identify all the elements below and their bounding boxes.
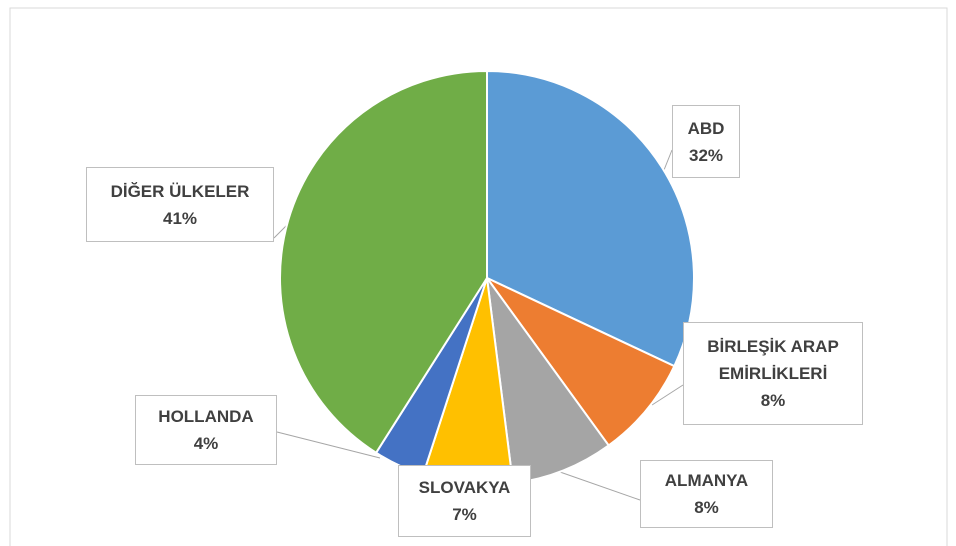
- chart-frame: [9, 7, 948, 546]
- leader-line: [663, 149, 673, 171]
- leader-line: [276, 431, 381, 459]
- label-name: ALMANYA: [664, 471, 749, 490]
- data-label: DİĞER ÜLKELER 41%: [86, 167, 274, 242]
- data-label: BİRLEŞİK ARAP EMİRLİKLERİ 8%: [683, 322, 863, 425]
- data-label: SLOVAKYA 7%: [398, 465, 531, 537]
- data-label: HOLLANDA 4%: [135, 395, 277, 465]
- pie-slice: [486, 277, 676, 447]
- label-name: HOLLANDA: [158, 407, 254, 426]
- label-value: 4%: [193, 434, 219, 453]
- label-name: SLOVAKYA: [418, 478, 511, 497]
- leader-lines: [273, 149, 684, 501]
- pie-slice: [486, 69, 695, 368]
- label-value: 32%: [688, 145, 724, 165]
- leader-line: [651, 384, 684, 406]
- label-name: ABD: [687, 118, 725, 138]
- label-value: 8%: [694, 498, 719, 517]
- pie-slice: [279, 69, 488, 455]
- data-label: ABD 32%: [672, 105, 740, 178]
- label-value: 8%: [760, 391, 786, 410]
- leader-line: [559, 471, 641, 501]
- label-name: BİRLEŞİK ARAP EMİRLİKLERİ: [707, 337, 839, 383]
- label-name: DİĞER ÜLKELER: [110, 181, 250, 201]
- label-value: 41%: [162, 208, 198, 228]
- label-value: 7%: [452, 505, 477, 524]
- data-label: ALMANYA 8%: [640, 460, 773, 528]
